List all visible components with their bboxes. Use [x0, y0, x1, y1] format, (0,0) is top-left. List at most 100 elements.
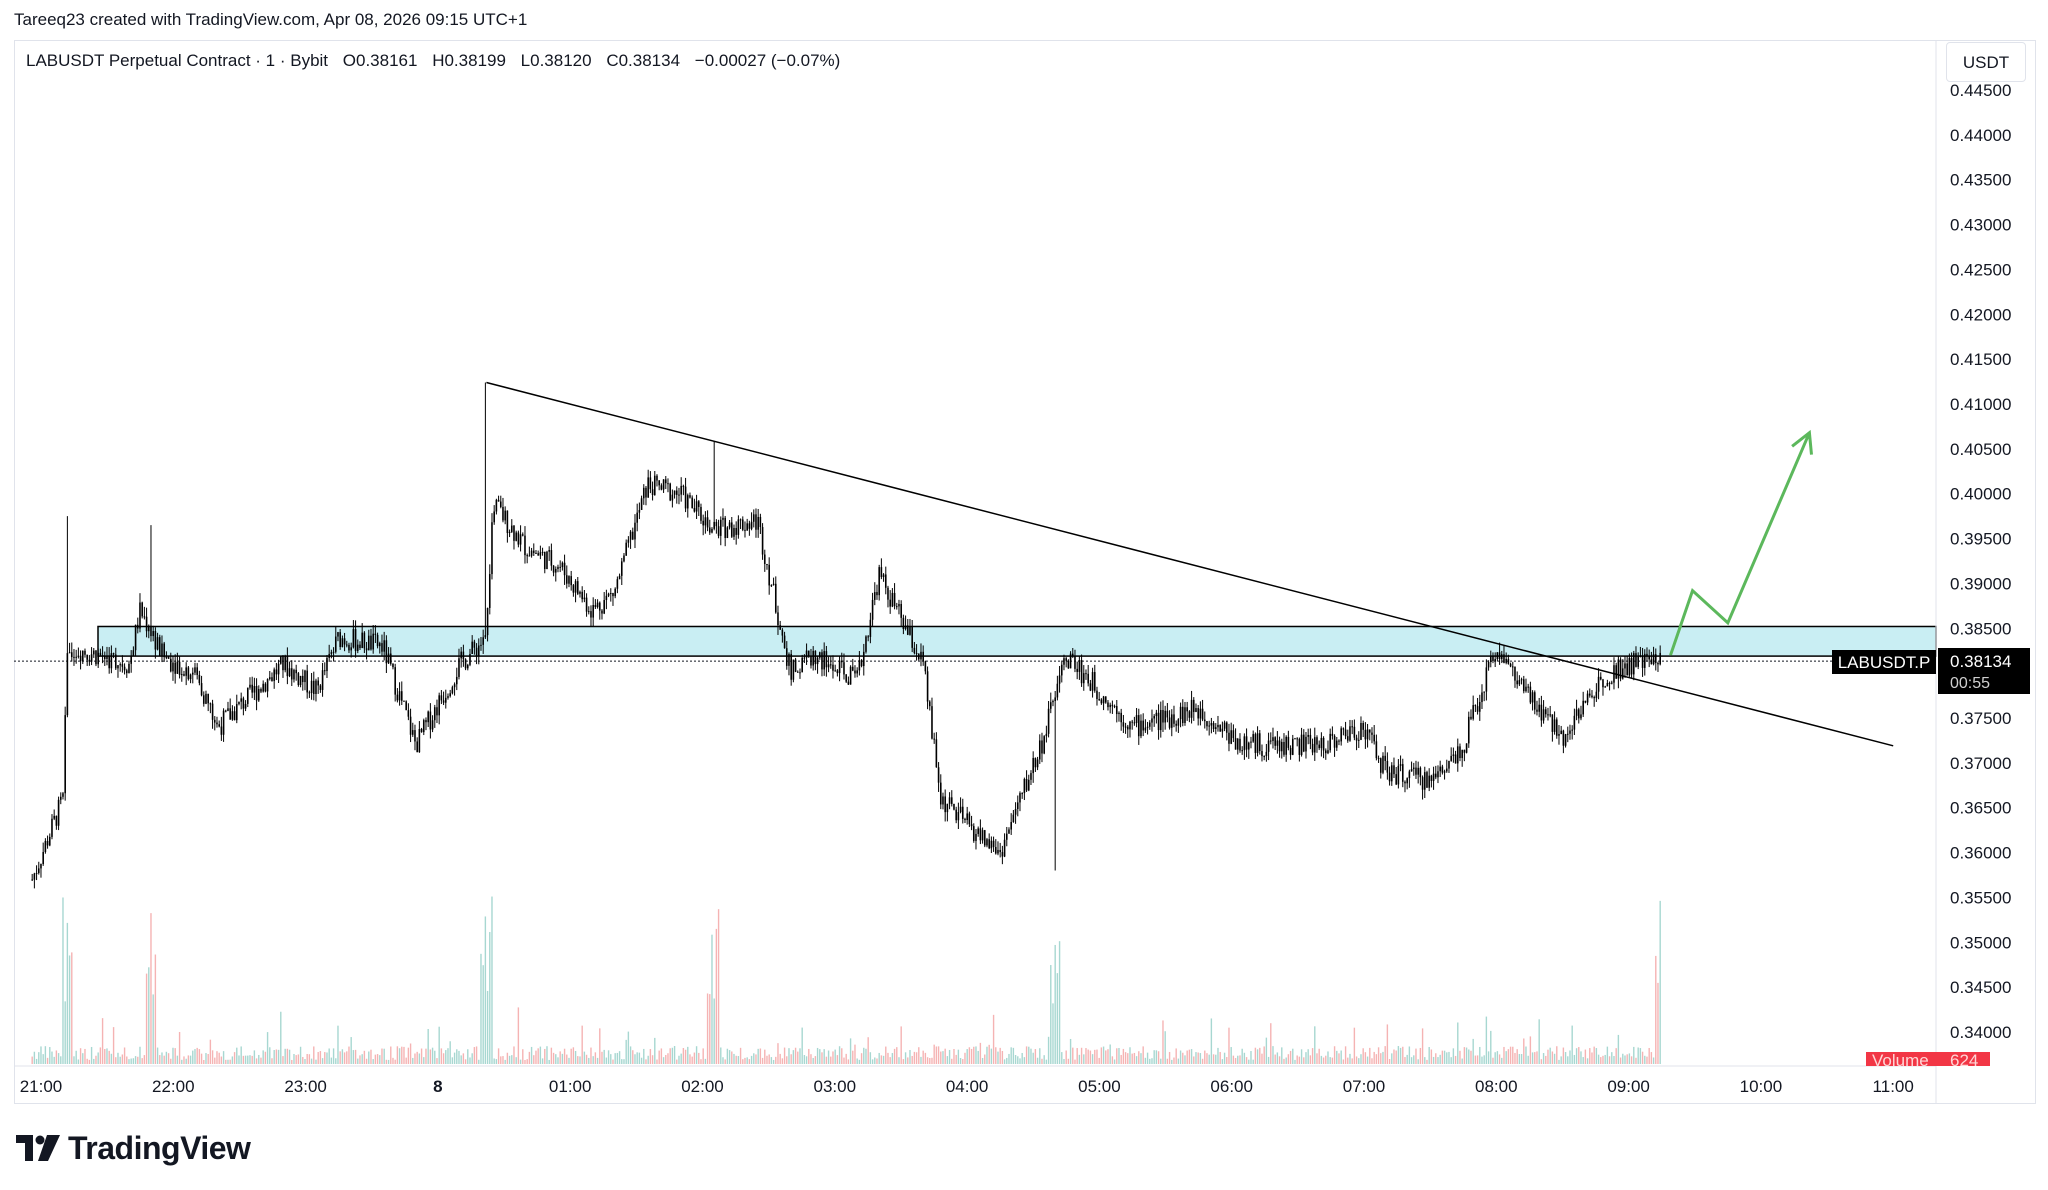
- candle-body: [1529, 686, 1532, 703]
- volume-bar: [834, 1049, 836, 1064]
- volume-bar: [1061, 1052, 1063, 1064]
- candle-body: [51, 818, 53, 837]
- candle-body: [455, 676, 458, 685]
- time-axis[interactable]: 21:00 22:00 23:00 8 01:00 02:00 03:00 04:00 05:0…: [20, 1077, 1914, 1096]
- volume-bar: [1479, 1046, 1481, 1064]
- currency-selector[interactable]: USDT: [1946, 42, 2026, 82]
- volume-bar: [689, 1054, 691, 1064]
- candle-body: [1144, 727, 1147, 731]
- projection-arrow[interactable]: [1669, 432, 1811, 656]
- chart-canvas[interactable]: 0.445000.440000.435000.430000.425000.420…: [0, 0, 2048, 1120]
- candle-body: [301, 675, 304, 683]
- candle-body: [1500, 654, 1503, 660]
- candle-body: [728, 522, 731, 528]
- volume-bar: [671, 1047, 674, 1064]
- volume-bar: [1278, 1056, 1281, 1064]
- candle-body: [605, 595, 608, 601]
- candle-body: [462, 651, 465, 660]
- volume-bar: [836, 1055, 839, 1064]
- volume-bar: [1461, 1058, 1463, 1064]
- volume-bar: [1133, 1052, 1136, 1064]
- volume-bar: [944, 1048, 946, 1064]
- descending-trendline[interactable]: [486, 381, 1894, 747]
- volume-bar: [1399, 1047, 1402, 1064]
- volume-bar: [1624, 1055, 1626, 1064]
- volume-bar: [128, 1059, 130, 1064]
- candle-body: [829, 664, 832, 666]
- candle-body: [317, 680, 319, 686]
- candle-body: [143, 616, 146, 618]
- support-resistance-zone[interactable]: [97, 625, 1937, 657]
- candle-body: [495, 499, 498, 512]
- candle-body: [594, 605, 597, 608]
- volume-bar: [1652, 1057, 1655, 1064]
- candle-body: [385, 640, 388, 664]
- volume-bar: [1283, 1058, 1285, 1064]
- volume-bar: [918, 1047, 920, 1064]
- volume-bar: [1113, 1059, 1116, 1064]
- volume-bar: [544, 1048, 546, 1064]
- candle-body: [1494, 658, 1496, 661]
- volume-bar: [603, 1049, 605, 1064]
- candle-body: [898, 603, 900, 607]
- candle-body: [1602, 679, 1604, 688]
- candle-body: [1243, 736, 1246, 751]
- candle-body: [583, 597, 586, 600]
- volume-bar: [1628, 1053, 1631, 1064]
- price-axis[interactable]: 0.445000.440000.435000.430000.425000.420…: [1950, 81, 2011, 1042]
- candle-body: [264, 683, 267, 692]
- candle-body: [990, 840, 993, 849]
- candle-body: [517, 532, 520, 545]
- candle-body: [878, 567, 880, 596]
- candle-body: [873, 592, 876, 600]
- candle-body: [1498, 652, 1501, 660]
- volume-bar: [568, 1057, 570, 1064]
- candle-body: [660, 485, 663, 490]
- candle-body: [282, 655, 284, 671]
- volume-bar: [1272, 1046, 1274, 1064]
- candle-body: [1245, 736, 1248, 750]
- candle-body: [880, 567, 883, 578]
- volume-bar: [119, 1056, 121, 1064]
- candle-body: [1448, 760, 1450, 769]
- candle-body: [900, 603, 902, 618]
- volume-bar: [1034, 1049, 1037, 1064]
- volume-bar: [1303, 1057, 1305, 1064]
- candle-body: [673, 490, 676, 495]
- price-tick-label: 0.43500: [1950, 171, 2011, 190]
- volume-bar: [948, 1049, 951, 1064]
- candle-body: [1272, 737, 1274, 742]
- tradingview-wordmark: TradingView: [68, 1129, 251, 1166]
- candle-body: [794, 659, 797, 672]
- candle-body: [1637, 656, 1639, 667]
- candle-body: [1107, 702, 1109, 708]
- volume-bar: [583, 1051, 586, 1064]
- candle-body: [246, 687, 249, 704]
- volume-bar: [40, 1046, 42, 1064]
- candle-body: [101, 655, 104, 657]
- volume-bar: [1384, 1046, 1386, 1064]
- volume-bar: [1507, 1049, 1510, 1064]
- volume-bar: [869, 1052, 872, 1064]
- volume-bar: [1300, 1049, 1303, 1064]
- candle-body: [814, 650, 817, 665]
- candle-body: [744, 529, 746, 531]
- candle-body: [1419, 767, 1422, 778]
- candle-body: [1492, 655, 1494, 661]
- candle-body: [557, 566, 559, 569]
- candle-body: [367, 635, 370, 651]
- volume-bar: [308, 1054, 311, 1064]
- candle-body: [152, 631, 154, 637]
- volume-bar: [832, 1051, 834, 1064]
- volume-bar: [1410, 1057, 1413, 1064]
- candle-body: [1617, 659, 1620, 679]
- tradingview-logo[interactable]: TradingView: [16, 1128, 251, 1168]
- candle-body: [1089, 683, 1092, 691]
- volume-badge: Volume 624: [1866, 1051, 1990, 1070]
- legend: LABUSDT Perpetual Contract · 1 · Bybit O…: [26, 51, 850, 71]
- volume-bar: [1468, 1049, 1470, 1064]
- legend-symbol[interactable]: LABUSDT Perpetual Contract · 1 · Bybit: [26, 51, 329, 70]
- volume-bar: [1129, 1047, 1131, 1064]
- volume-bar: [616, 1052, 619, 1064]
- volume-bar: [1127, 1053, 1129, 1064]
